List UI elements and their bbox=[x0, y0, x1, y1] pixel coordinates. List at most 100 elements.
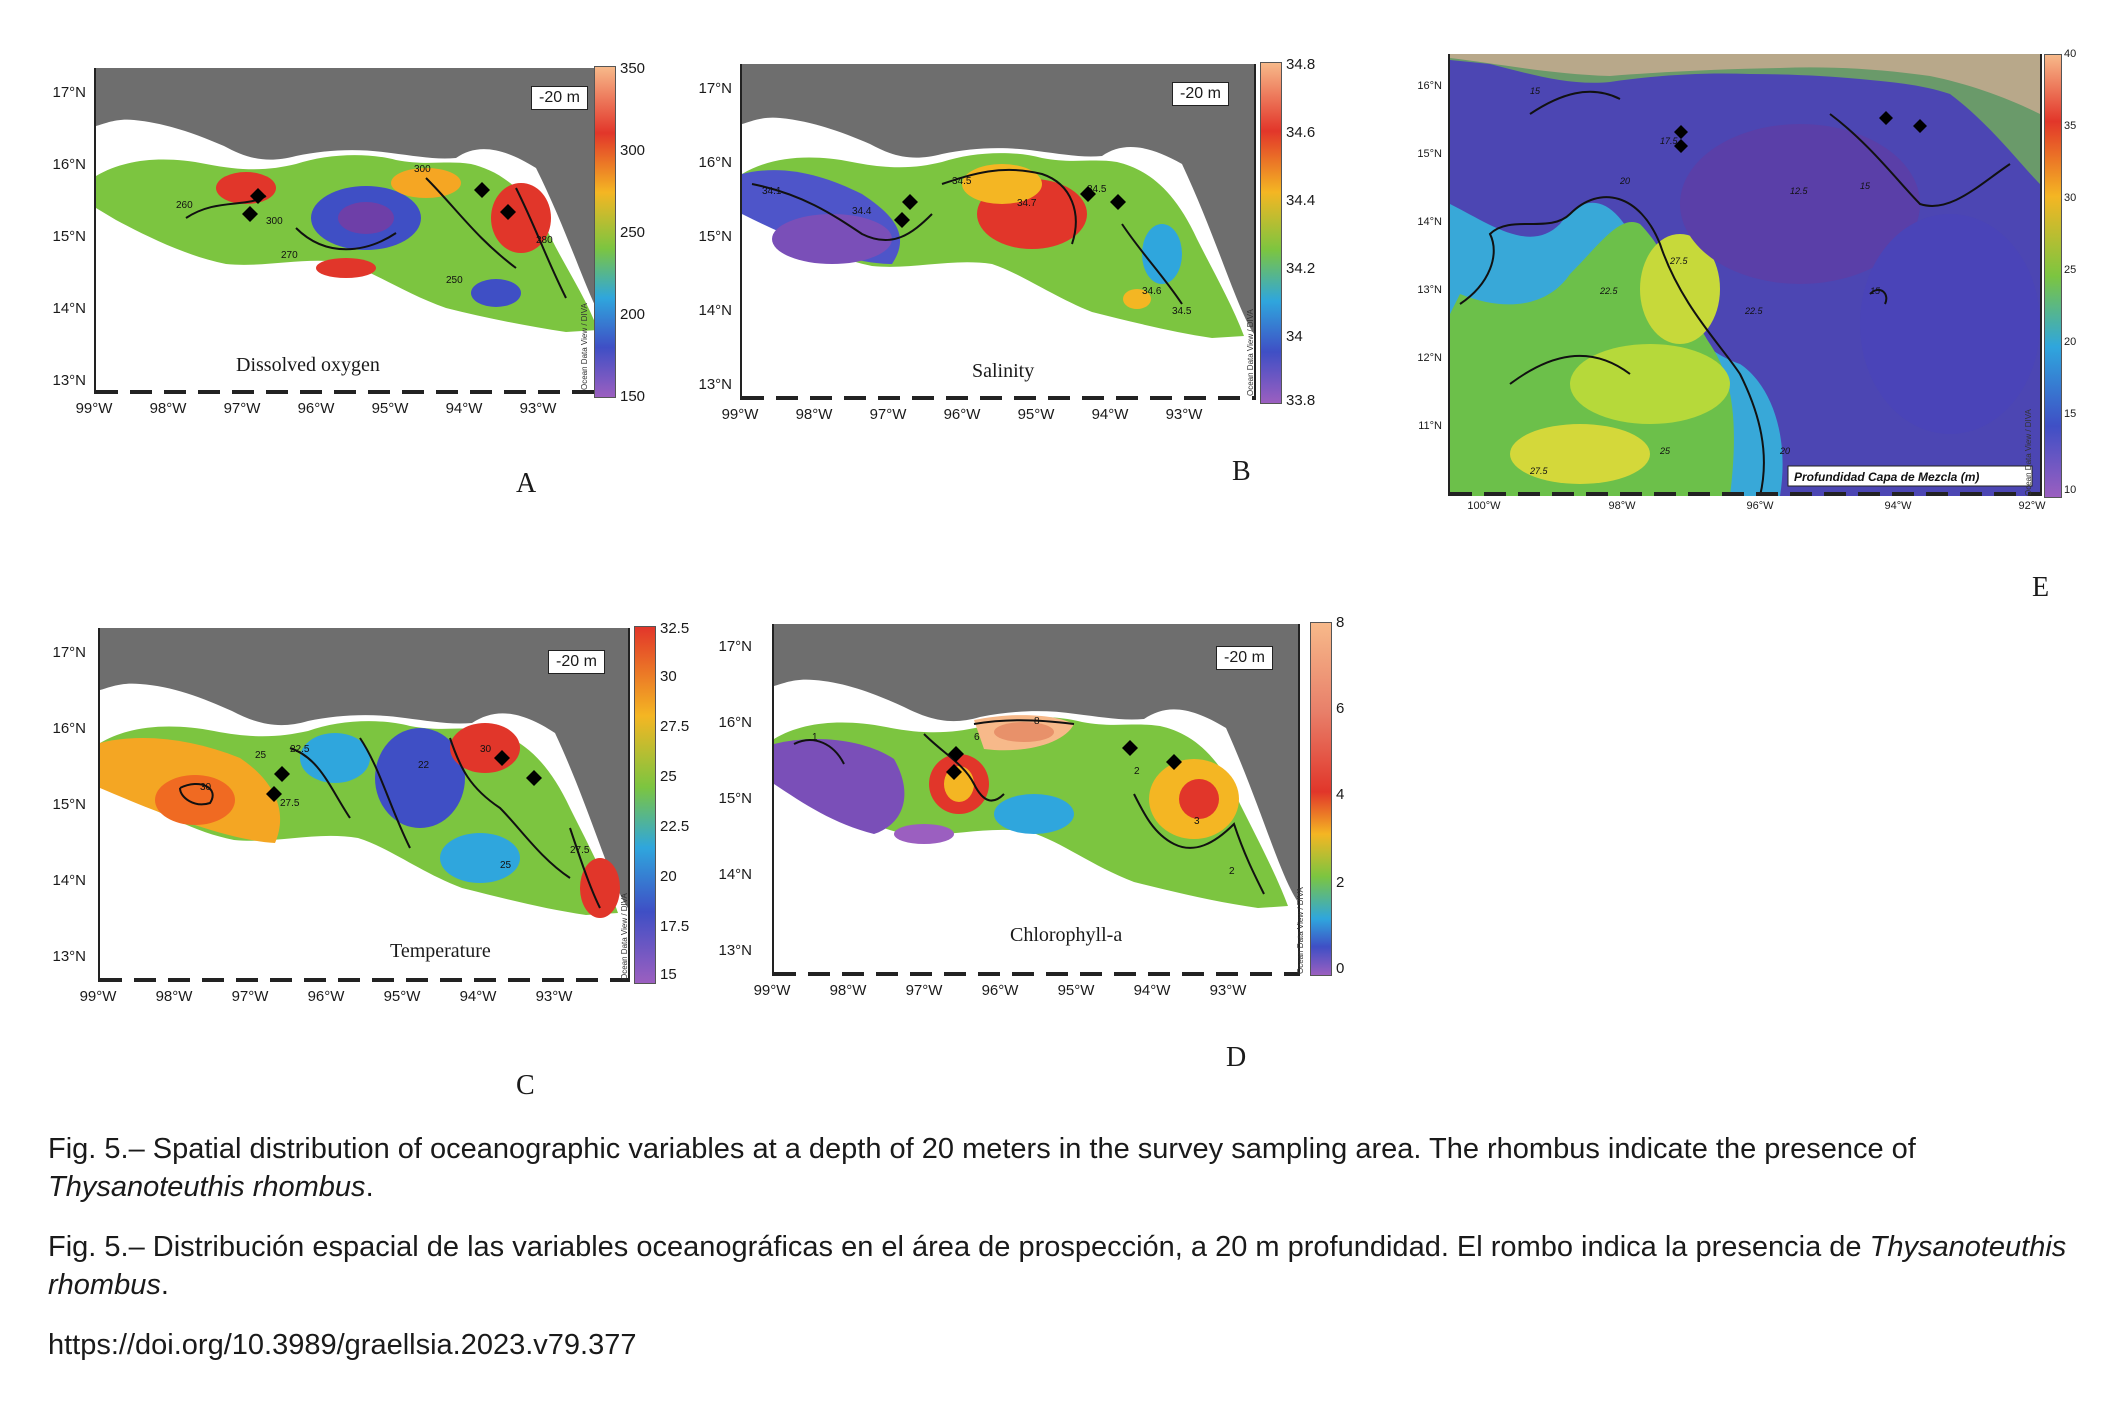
lon-tick: 98°W bbox=[155, 988, 193, 1005]
land-mass bbox=[96, 68, 608, 328]
lon-tick: 93°W bbox=[1165, 406, 1203, 423]
lon-tick: 93°W bbox=[519, 400, 557, 417]
colorbar-tick: 33.8 bbox=[1286, 392, 1316, 409]
colorbar-tick: 0 bbox=[1336, 960, 1345, 977]
lon-tick: 99°W bbox=[75, 400, 113, 417]
colorbar-tick: 40 bbox=[2064, 48, 2077, 60]
colorbar-tick: 250 bbox=[620, 224, 646, 241]
panel-d: 17°N 16°N 15°N 14°N 13°N 1 6 8 2 3 2 -20… bbox=[706, 614, 1366, 1084]
lon-tick: 94°W bbox=[1884, 500, 1912, 512]
lon-tick: 98°W bbox=[829, 982, 867, 999]
contour-label: 3 bbox=[1194, 816, 1200, 827]
contour-label: 30 bbox=[480, 744, 492, 755]
lon-tick: 92°W bbox=[2018, 500, 2046, 512]
caption-spanish: Fig. 5.– Distribución espacial de las va… bbox=[48, 1228, 2088, 1304]
lat-tick: 17°N bbox=[718, 638, 752, 655]
colorbar-tick: 200 bbox=[620, 306, 646, 323]
odv-credit: Ocean Data View / DIVA bbox=[620, 893, 629, 980]
lon-tick: 97°W bbox=[231, 988, 269, 1005]
panel-letter: B bbox=[1232, 456, 1251, 487]
lat-tick: 11°N bbox=[1418, 420, 1442, 432]
lat-tick: 17°N bbox=[52, 644, 86, 661]
colorbar-tick: 22.5 bbox=[660, 818, 690, 835]
colorbar-tick: 34 bbox=[1286, 328, 1303, 345]
lat-tick: 12°N bbox=[1417, 352, 1442, 364]
lon-tick: 97°W bbox=[869, 406, 907, 423]
colorbar bbox=[594, 66, 616, 398]
lat-tick: 16°N bbox=[52, 156, 86, 173]
land-mass bbox=[742, 64, 1254, 334]
contour-label: 15 bbox=[1530, 86, 1541, 96]
contour-label: 22.5 bbox=[290, 744, 310, 755]
colorbar-tick: 34.2 bbox=[1286, 260, 1316, 277]
caption-english: Fig. 5.– Spatial distribution of oceanog… bbox=[48, 1130, 2088, 1206]
lon-tick: 99°W bbox=[753, 982, 791, 999]
caption-spanish-end: . bbox=[160, 1269, 169, 1301]
colorbar bbox=[2044, 54, 2062, 498]
contour-label: 260 bbox=[176, 200, 193, 211]
contour-label: 27.5 bbox=[280, 798, 300, 809]
depth-label: -20 m bbox=[1216, 646, 1273, 670]
contour-label: 34.5 bbox=[1087, 184, 1107, 195]
contour-label: 27.5 bbox=[1669, 256, 1689, 266]
contour-label: 34.4 bbox=[852, 206, 872, 217]
variable-label: Salinity bbox=[972, 360, 1035, 382]
caption-spanish-text: Fig. 5.– Distribución espacial de las va… bbox=[48, 1231, 1870, 1263]
odv-credit: Ocean Data View / DIVA bbox=[580, 303, 589, 390]
colorbar-tick: 35 bbox=[2064, 120, 2077, 132]
contour-label: 280 bbox=[536, 235, 553, 246]
lat-tick: 15°N bbox=[52, 228, 86, 245]
contour-label: 34.5 bbox=[952, 176, 972, 187]
variable-label: Profundidad Capa de Mezcla (m) bbox=[1794, 470, 1979, 484]
contour-label: 22.5 bbox=[1599, 286, 1619, 296]
colorbar-tick: 8 bbox=[1336, 614, 1345, 631]
doi-text[interactable]: https://doi.org/10.3989/graellsia.2023.v… bbox=[48, 1329, 637, 1361]
contour-label: 25 bbox=[255, 750, 267, 761]
colorbar-tick: 150 bbox=[620, 388, 646, 405]
lon-tick: 94°W bbox=[1091, 406, 1129, 423]
lat-tick: 16°N bbox=[698, 154, 732, 171]
contour-label: 20 bbox=[1619, 176, 1630, 186]
colorbar-tick: 4 bbox=[1336, 786, 1345, 803]
colorbar-tick: 350 bbox=[620, 60, 646, 77]
lon-tick: 95°W bbox=[1017, 406, 1055, 423]
contour-label: 15 bbox=[1860, 181, 1871, 191]
variable-label: Dissolved oxygen bbox=[236, 354, 380, 376]
lon-tick: 96°W bbox=[307, 988, 345, 1005]
lat-tick: 17°N bbox=[698, 80, 732, 97]
contour-label: 34.7 bbox=[1017, 198, 1037, 209]
odv-credit: Ocean Data View / DIVA bbox=[1246, 309, 1255, 396]
colorbar-tick: 25 bbox=[2064, 264, 2077, 276]
map-plot: 15 17.5 20 12.5 15 27.5 22.5 22.5 25 27.… bbox=[1450, 54, 2040, 496]
lon-tick: 95°W bbox=[383, 988, 421, 1005]
lon-tick: 93°W bbox=[1209, 982, 1247, 999]
panel-letter: E bbox=[2032, 572, 2050, 603]
colorbar-tick: 34.4 bbox=[1286, 192, 1316, 209]
species-name: Thysanoteuthis rhombus bbox=[48, 1231, 2067, 1301]
contour-label: 8 bbox=[1034, 716, 1040, 727]
land-mass bbox=[774, 624, 1298, 902]
species-name: Thysanoteuthis rhombus bbox=[48, 1171, 366, 1203]
contour-label: 34.1 bbox=[762, 186, 782, 197]
panel-e: 16°N 15°N 14°N 13°N 12°N 11°N 15 17.5 20… bbox=[1396, 48, 2086, 628]
map-frame: 34.1 34.4 34.5 34.7 34.5 34.6 34.5 -20 m… bbox=[740, 64, 1256, 400]
contour-label: 20 bbox=[1779, 446, 1790, 456]
lon-tick: 96°W bbox=[297, 400, 335, 417]
colorbar-tick: 15 bbox=[2064, 408, 2077, 420]
map-plot: 260 300 270 300 250 280 bbox=[96, 68, 608, 332]
map-frame: 30 27.5 25 22.5 30 22 25 27.5 -20 m Temp… bbox=[98, 628, 630, 982]
depth-label: -20 m bbox=[531, 86, 588, 110]
lon-tick: 95°W bbox=[1057, 982, 1095, 999]
panel-c: 17°N 16°N 15°N 14°N 13°N 30 27.5 25 22.5… bbox=[40, 620, 689, 1101]
lon-tick: 98°W bbox=[795, 406, 833, 423]
lat-tick: 15°N bbox=[698, 228, 732, 245]
lat-tick: 14°N bbox=[52, 872, 86, 889]
lat-tick: 13°N bbox=[698, 376, 732, 393]
contour-label: 1 bbox=[812, 732, 818, 743]
lon-tick: 96°W bbox=[1746, 500, 1774, 512]
lon-tick: 96°W bbox=[981, 982, 1019, 999]
contour-label: 2 bbox=[1229, 866, 1235, 877]
lat-tick: 16°N bbox=[1417, 80, 1442, 92]
map-frame: 15 17.5 20 12.5 15 27.5 22.5 22.5 25 27.… bbox=[1448, 54, 2042, 496]
doi-link[interactable]: https://doi.org/10.3989/graellsia.2023.v… bbox=[48, 1326, 2088, 1364]
